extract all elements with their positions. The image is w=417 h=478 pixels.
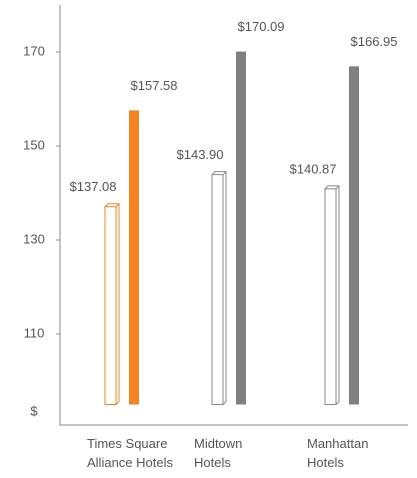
value-label: $166.95 (351, 34, 398, 49)
x-tick-line: Times Square (87, 436, 167, 451)
y-tick-label: 110 (24, 325, 45, 340)
x-tick-label: Times Square Alliance Hotels (87, 436, 173, 470)
bar (349, 66, 359, 405)
value-label: $170.09 (238, 19, 285, 34)
y-axis-label: $ (30, 403, 38, 418)
x-tick-line: Manhattan (307, 436, 368, 451)
bar (236, 51, 246, 405)
y-tick-label: 170 (23, 43, 45, 58)
x-tick-line: Midtown (194, 436, 242, 451)
value-label: $140.87 (290, 161, 337, 176)
value-label: $157.58 (131, 78, 178, 93)
bar (324, 185, 340, 405)
bar (129, 110, 139, 405)
x-tick-line: Alliance Hotels (87, 455, 173, 470)
x-tick-label: Midtown Hotels (194, 436, 242, 470)
y-tick-label: 130 (23, 231, 45, 246)
x-tick-label: Manhattan Hotels (307, 436, 368, 470)
y-tick-label: 150 (23, 137, 45, 152)
value-label: $143.90 (177, 147, 224, 162)
bar (211, 171, 227, 405)
axis-frame (59, 5, 408, 426)
bar (104, 203, 120, 405)
x-tick-line: Hotels (307, 455, 344, 470)
x-tick-line: Hotels (194, 455, 231, 470)
value-label: $137.08 (70, 179, 117, 194)
